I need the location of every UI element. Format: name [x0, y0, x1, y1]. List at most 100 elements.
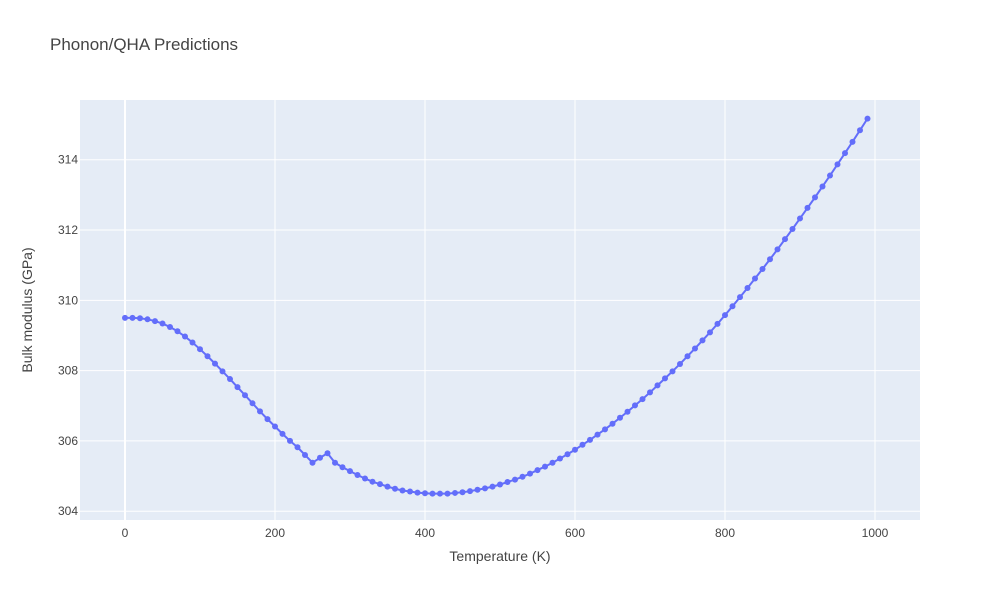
- data-point[interactable]: [272, 423, 278, 430]
- data-point[interactable]: [789, 225, 796, 232]
- data-point[interactable]: [294, 444, 301, 451]
- data-point[interactable]: [212, 360, 218, 367]
- data-point[interactable]: [512, 476, 518, 483]
- data-point[interactable]: [774, 246, 781, 253]
- data-point[interactable]: [407, 488, 413, 495]
- data-point[interactable]: [437, 490, 443, 497]
- data-point[interactable]: [594, 431, 601, 438]
- data-point[interactable]: [264, 416, 271, 423]
- data-point[interactable]: [579, 441, 586, 448]
- data-point[interactable]: [542, 463, 548, 470]
- data-point[interactable]: [189, 339, 196, 346]
- data-point[interactable]: [459, 489, 466, 496]
- data-point[interactable]: [444, 490, 451, 497]
- data-point[interactable]: [422, 490, 428, 497]
- data-point[interactable]: [287, 437, 293, 444]
- data-point[interactable]: [804, 204, 811, 211]
- data-point[interactable]: [714, 320, 721, 327]
- data-point[interactable]: [354, 472, 361, 479]
- data-point[interactable]: [302, 451, 308, 458]
- data-point[interactable]: [819, 183, 826, 190]
- data-point[interactable]: [722, 312, 728, 319]
- data-point[interactable]: [647, 389, 653, 396]
- data-point[interactable]: [332, 459, 338, 466]
- data-point[interactable]: [662, 375, 668, 382]
- data-point[interactable]: [279, 430, 286, 437]
- data-point[interactable]: [174, 328, 181, 335]
- data-point[interactable]: [362, 475, 368, 482]
- data-point[interactable]: [227, 376, 233, 383]
- data-point[interactable]: [339, 464, 346, 471]
- data-point[interactable]: [384, 483, 391, 490]
- data-point[interactable]: [399, 487, 406, 494]
- data-point[interactable]: [482, 485, 488, 492]
- data-point[interactable]: [309, 459, 316, 466]
- data-point[interactable]: [857, 127, 863, 134]
- data-point[interactable]: [467, 488, 473, 495]
- data-point[interactable]: [744, 285, 751, 292]
- data-point[interactable]: [152, 318, 158, 325]
- data-point[interactable]: [557, 455, 563, 462]
- data-point[interactable]: [692, 345, 698, 352]
- data-point[interactable]: [519, 473, 526, 480]
- data-point[interactable]: [677, 360, 683, 367]
- data-point[interactable]: [122, 314, 128, 321]
- data-point[interactable]: [549, 459, 556, 466]
- data-point[interactable]: [527, 470, 533, 477]
- data-point[interactable]: [587, 436, 593, 443]
- data-point[interactable]: [639, 396, 646, 403]
- data-point[interactable]: [159, 320, 166, 327]
- data-point[interactable]: [129, 314, 136, 321]
- data-point[interactable]: [632, 402, 638, 409]
- data-point[interactable]: [497, 481, 503, 488]
- data-point[interactable]: [842, 150, 848, 157]
- data-point[interactable]: [669, 368, 676, 375]
- data-point[interactable]: [624, 408, 631, 415]
- data-point[interactable]: [782, 236, 788, 243]
- data-point[interactable]: [534, 467, 541, 474]
- data-point[interactable]: [849, 138, 856, 145]
- data-point[interactable]: [729, 303, 736, 310]
- data-point[interactable]: [654, 382, 661, 389]
- data-point[interactable]: [249, 400, 256, 407]
- data-point[interactable]: [564, 451, 571, 458]
- data-point[interactable]: [324, 450, 331, 457]
- data-point[interactable]: [707, 329, 713, 336]
- data-point[interactable]: [864, 115, 871, 122]
- data-point[interactable]: [617, 414, 623, 421]
- data-point[interactable]: [204, 353, 211, 360]
- data-point[interactable]: [812, 194, 818, 201]
- data-point[interactable]: [234, 384, 241, 391]
- data-point[interactable]: [737, 294, 743, 301]
- data-point[interactable]: [452, 489, 458, 496]
- data-point[interactable]: [684, 353, 691, 360]
- data-point[interactable]: [377, 481, 383, 488]
- data-point[interactable]: [242, 392, 248, 399]
- data-point[interactable]: [797, 215, 803, 222]
- data-point[interactable]: [197, 346, 203, 353]
- data-point[interactable]: [429, 490, 436, 497]
- data-point[interactable]: [572, 446, 578, 453]
- data-point[interactable]: [144, 316, 151, 323]
- data-point[interactable]: [137, 315, 143, 322]
- data-point[interactable]: [257, 408, 263, 415]
- data-point[interactable]: [602, 426, 608, 433]
- data-point[interactable]: [317, 454, 323, 461]
- data-point[interactable]: [752, 275, 758, 282]
- data-point[interactable]: [834, 161, 841, 168]
- data-point[interactable]: [392, 485, 398, 492]
- data-point[interactable]: [699, 337, 706, 344]
- data-point[interactable]: [347, 468, 353, 475]
- data-point[interactable]: [767, 256, 773, 263]
- data-point[interactable]: [167, 324, 173, 331]
- data-point[interactable]: [609, 420, 616, 427]
- data-point[interactable]: [759, 266, 766, 273]
- data-point[interactable]: [474, 486, 481, 493]
- data-point[interactable]: [182, 333, 188, 340]
- data-point[interactable]: [504, 479, 511, 486]
- data-point[interactable]: [827, 172, 833, 179]
- data-point[interactable]: [489, 483, 496, 490]
- data-point[interactable]: [414, 489, 421, 496]
- data-point[interactable]: [219, 368, 226, 375]
- data-point[interactable]: [369, 478, 376, 485]
